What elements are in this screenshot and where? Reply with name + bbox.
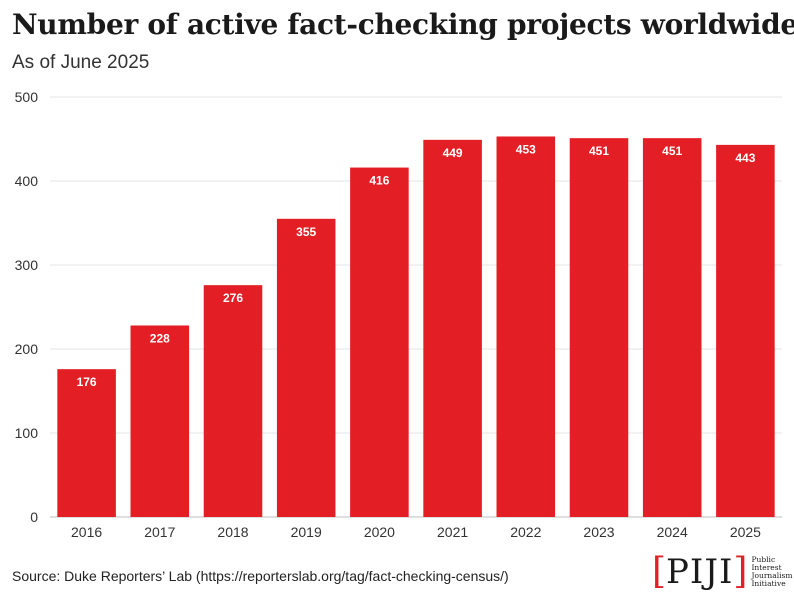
logo-bracket-right: ]: [733, 551, 748, 592]
logo-line-2: Interest: [751, 563, 782, 572]
bar: [423, 139, 482, 517]
chart-title: Number of active fact-checking projects …: [12, 8, 794, 41]
logo-bracket-left: [: [652, 551, 667, 592]
x-tick-label: 2024: [657, 524, 688, 540]
data-label: 176: [77, 375, 97, 389]
logo-line-4: Initiative: [751, 579, 786, 588]
logo-name: Public Interest Journalism Initiative: [751, 556, 792, 588]
y-tick-label: 0: [30, 509, 38, 525]
x-tick-label: 2019: [291, 524, 322, 540]
y-tick-label: 500: [15, 89, 39, 105]
y-tick-label: 200: [15, 341, 39, 357]
bar: [276, 218, 336, 518]
chart-subtitle: As of June 2025: [12, 52, 150, 73]
source-note: Source: Duke Reporters’ Lab (https://rep…: [12, 568, 509, 584]
data-label: 449: [443, 146, 463, 160]
data-label: 443: [735, 151, 755, 165]
x-tick-label: 2023: [583, 524, 614, 540]
x-tick-label: 2021: [437, 524, 468, 540]
x-tick-label: 2022: [510, 524, 541, 540]
x-tick-label: 2018: [217, 524, 248, 540]
bar: [496, 136, 556, 518]
x-tick-label: 2025: [730, 524, 761, 540]
y-tick-label: 400: [15, 173, 39, 189]
bar: [569, 138, 629, 517]
data-label: 453: [516, 142, 536, 156]
data-label: 355: [296, 225, 316, 239]
logo-line-3: Journalism: [751, 571, 793, 580]
y-tick-label: 300: [15, 257, 39, 273]
data-label: 416: [369, 174, 389, 188]
bar: [203, 285, 263, 517]
data-label: 276: [223, 291, 243, 305]
logo-line-1: Public: [751, 555, 776, 564]
data-label: 451: [662, 144, 682, 158]
bar: [57, 369, 116, 517]
piji-logo: [ PIJI ] Public Interest Journalism Init…: [652, 552, 792, 592]
bar: [642, 138, 702, 517]
logo-mark: PIJI: [666, 552, 734, 592]
bar: [130, 325, 190, 517]
y-tick-label: 100: [15, 425, 39, 441]
x-tick-label: 2017: [144, 524, 175, 540]
data-label: 451: [589, 144, 609, 158]
bar: [716, 144, 775, 517]
x-tick-label: 2016: [71, 524, 102, 540]
data-label: 228: [150, 331, 170, 345]
x-tick-label: 2020: [364, 524, 395, 540]
bar: [350, 167, 409, 517]
